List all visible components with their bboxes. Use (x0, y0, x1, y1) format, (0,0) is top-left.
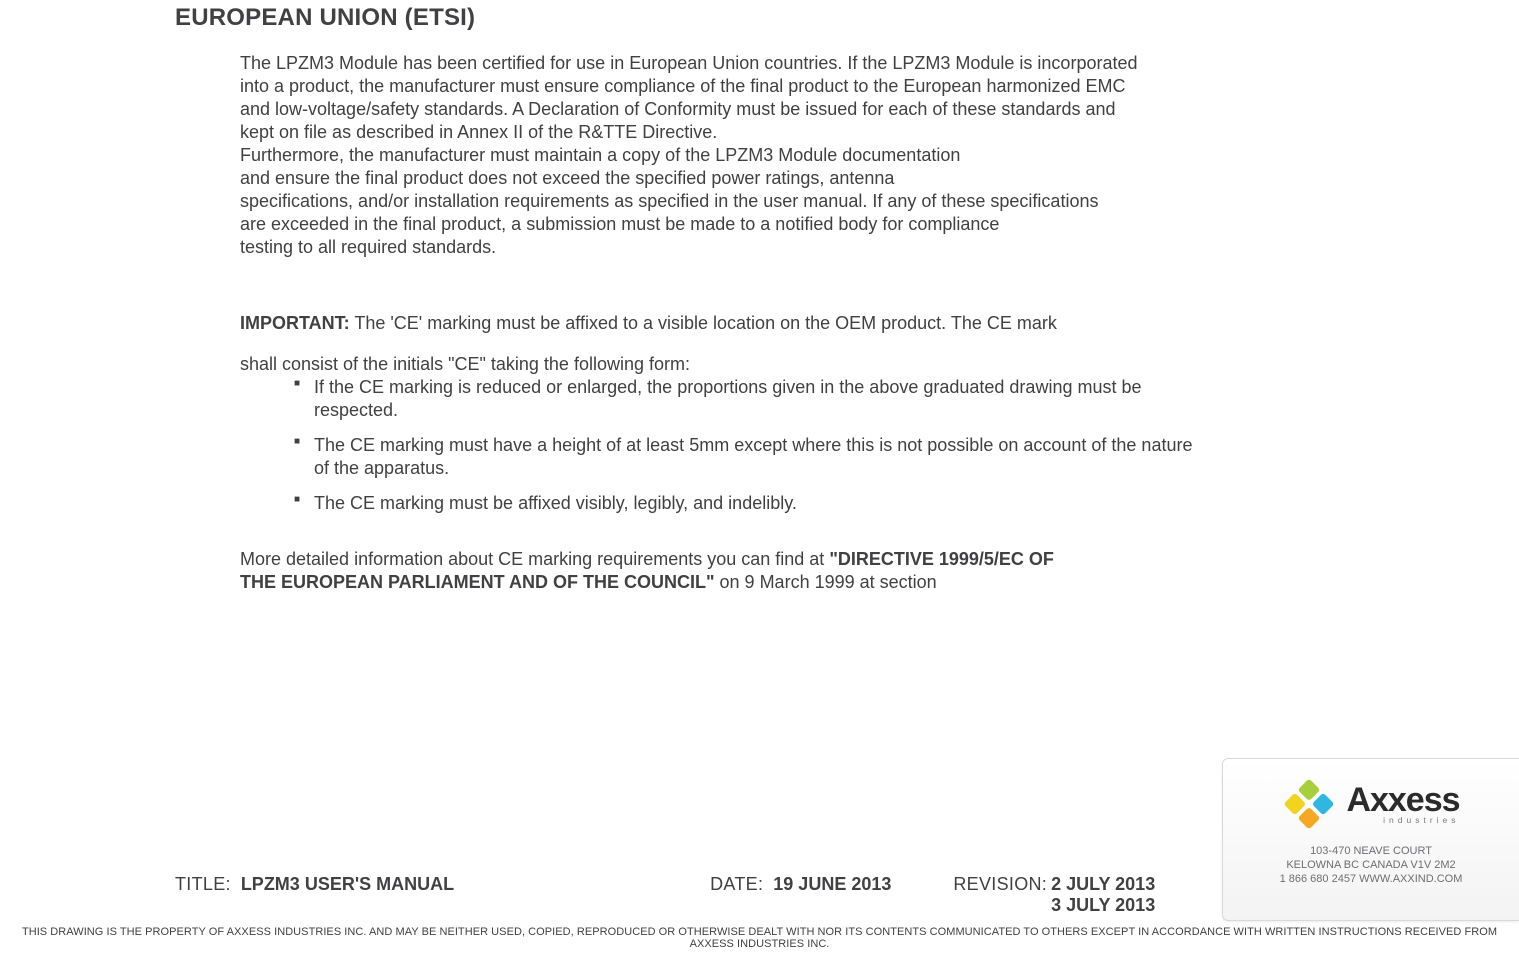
company-card: Axxess industries 103-470 NEAVE COURT KE… (1222, 758, 1519, 921)
directive-ref: "DIRECTIVE 1999/5/EC OF (829, 549, 1054, 569)
date-field: DATE: 19 JUNE 2013 (710, 874, 891, 895)
revision-label: REVISION: (953, 874, 1047, 895)
addr-line: 1 866 680 2457 WWW.AXXIND.COM (1223, 873, 1519, 887)
body-line: specifications, and/or installation requ… (240, 190, 1200, 213)
company-address: 103-470 NEAVE COURT KELOWNA BC CANADA V1… (1223, 845, 1519, 886)
revision-value: 3 JULY 2013 (1051, 895, 1155, 916)
list-item: If the CE marking is reduced or enlarged… (294, 376, 1200, 422)
title-field: TITLE: LPZM3 USER'S MANUAL (175, 874, 454, 895)
bullet-list: If the CE marking is reduced or enlarged… (240, 376, 1200, 527)
addr-line: 103-470 NEAVE COURT (1223, 845, 1519, 859)
body-paragraph: The LPZM3 Module has been certified for … (240, 52, 1200, 259)
body-line: and ensure the final product does not ex… (240, 167, 1200, 190)
company-logo: Axxess industries (1223, 777, 1519, 831)
logo-mark-icon (1282, 777, 1336, 831)
brand-name: Axxess (1346, 783, 1459, 817)
body-line: are exceeded in the final product, a sub… (240, 213, 1200, 236)
revision-value: 2 JULY 2013 (1051, 874, 1155, 895)
list-item: The CE marking must be affixed visibly, … (294, 492, 1200, 515)
more-info-post: on 9 March 1999 at section (715, 572, 937, 592)
date-label: DATE: (710, 874, 763, 895)
title-value: LPZM3 USER'S MANUAL (241, 874, 454, 895)
body-line: kept on file as described in Annex II of… (240, 121, 1200, 144)
proprietary-disclaimer: THIS DRAWING IS THE PROPERTY OF AXXESS I… (0, 926, 1519, 950)
more-info: More detailed information about CE marki… (240, 548, 1200, 594)
date-value: 19 JUNE 2013 (773, 874, 891, 895)
more-info-pre: More detailed information about CE marki… (240, 549, 829, 569)
section-heading: EUROPEAN UNION (ETSI) (175, 4, 475, 32)
addr-line: KELOWNA BC CANADA V1V 2M2 (1223, 859, 1519, 873)
directive-ref: THE EUROPEAN PARLIAMENT AND OF THE COUNC… (240, 572, 715, 592)
important-text: shall consist of the initials "CE" takin… (240, 353, 1200, 376)
body-line: The LPZM3 Module has been certified for … (240, 52, 1200, 75)
title-label: TITLE: (175, 874, 231, 895)
body-line: into a product, the manufacturer must en… (240, 75, 1200, 98)
important-text: The 'CE' marking must be affixed to a vi… (350, 313, 1057, 333)
revision-field: REVISION: 2 JULY 2013 3 JULY 2013 (953, 874, 1155, 915)
body-line: and low-voltage/safety standards. A Decl… (240, 98, 1200, 121)
body-line: Furthermore, the manufacturer must maint… (240, 144, 1200, 167)
important-label: IMPORTANT: (240, 313, 350, 333)
body-line: testing to all required standards. (240, 236, 1200, 259)
list-item: The CE marking must have a height of at … (294, 434, 1200, 480)
